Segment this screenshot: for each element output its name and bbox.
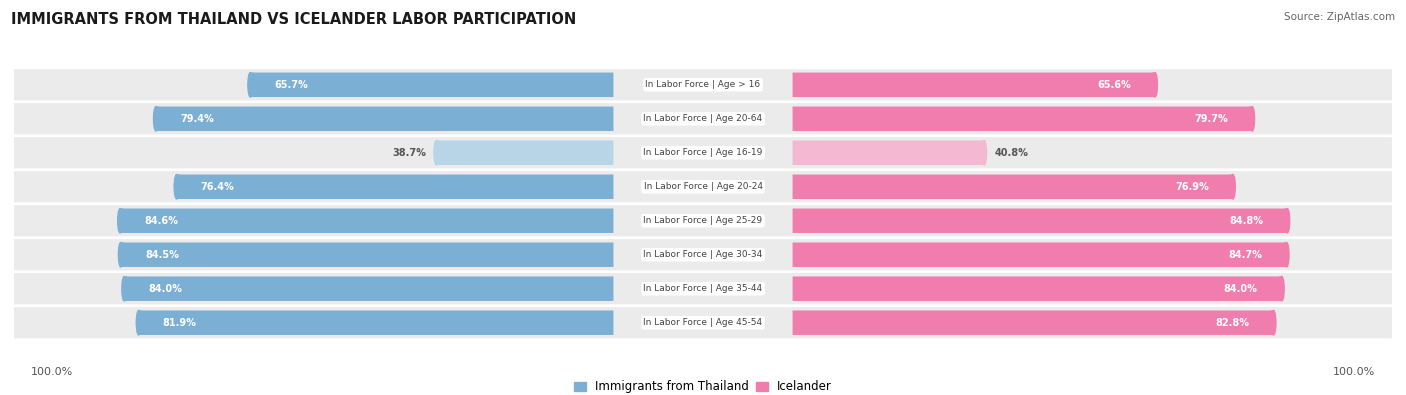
Circle shape (434, 141, 439, 165)
Text: 38.7%: 38.7% (392, 148, 426, 158)
FancyBboxPatch shape (1230, 175, 1233, 199)
Circle shape (1285, 209, 1289, 233)
Text: 84.5%: 84.5% (145, 250, 179, 260)
FancyBboxPatch shape (793, 73, 1154, 97)
FancyBboxPatch shape (121, 243, 613, 267)
Text: 84.6%: 84.6% (145, 216, 179, 226)
FancyBboxPatch shape (981, 141, 984, 165)
Text: In Labor Force | Age 20-24: In Labor Force | Age 20-24 (644, 182, 762, 191)
Legend: Immigrants from Thailand, Icelander: Immigrants from Thailand, Icelander (569, 376, 837, 395)
Text: 100.0%: 100.0% (1333, 367, 1375, 377)
FancyBboxPatch shape (14, 307, 1392, 339)
Text: 65.7%: 65.7% (274, 80, 308, 90)
Circle shape (1250, 107, 1254, 131)
Text: Source: ZipAtlas.com: Source: ZipAtlas.com (1284, 12, 1395, 22)
Text: In Labor Force | Age > 16: In Labor Force | Age > 16 (645, 80, 761, 89)
Text: 82.8%: 82.8% (1215, 318, 1250, 328)
FancyBboxPatch shape (156, 107, 159, 131)
FancyBboxPatch shape (793, 243, 1286, 267)
FancyBboxPatch shape (120, 209, 124, 233)
FancyBboxPatch shape (1284, 209, 1288, 233)
Text: 79.4%: 79.4% (180, 114, 214, 124)
FancyBboxPatch shape (120, 209, 613, 233)
FancyBboxPatch shape (121, 243, 124, 267)
FancyBboxPatch shape (14, 205, 1392, 236)
Text: 100.0%: 100.0% (31, 367, 73, 377)
Text: 65.6%: 65.6% (1097, 80, 1130, 90)
FancyBboxPatch shape (177, 175, 613, 199)
FancyBboxPatch shape (793, 276, 1282, 301)
FancyBboxPatch shape (1271, 310, 1274, 335)
Circle shape (174, 175, 179, 199)
FancyBboxPatch shape (177, 175, 180, 199)
Circle shape (118, 243, 124, 267)
FancyBboxPatch shape (793, 175, 1233, 199)
Circle shape (118, 209, 122, 233)
FancyBboxPatch shape (156, 107, 613, 131)
Text: 84.0%: 84.0% (149, 284, 183, 294)
FancyBboxPatch shape (793, 209, 1288, 233)
Text: In Labor Force | Age 30-34: In Labor Force | Age 30-34 (644, 250, 762, 259)
Circle shape (1271, 310, 1275, 335)
Text: IMMIGRANTS FROM THAILAND VS ICELANDER LABOR PARTICIPATION: IMMIGRANTS FROM THAILAND VS ICELANDER LA… (11, 12, 576, 27)
FancyBboxPatch shape (1278, 276, 1282, 301)
FancyBboxPatch shape (250, 73, 613, 97)
Circle shape (136, 310, 141, 335)
FancyBboxPatch shape (1249, 107, 1253, 131)
Circle shape (153, 107, 159, 131)
FancyBboxPatch shape (436, 141, 439, 165)
Text: 84.7%: 84.7% (1229, 250, 1263, 260)
Text: In Labor Force | Age 16-19: In Labor Force | Age 16-19 (644, 148, 762, 157)
FancyBboxPatch shape (14, 137, 1392, 168)
Text: 79.7%: 79.7% (1194, 114, 1227, 124)
FancyBboxPatch shape (1284, 243, 1286, 267)
Text: 40.8%: 40.8% (994, 148, 1028, 158)
FancyBboxPatch shape (793, 107, 1253, 131)
Circle shape (1230, 175, 1236, 199)
FancyBboxPatch shape (14, 171, 1392, 202)
FancyBboxPatch shape (14, 69, 1392, 100)
Circle shape (1279, 276, 1284, 301)
Circle shape (981, 141, 987, 165)
Circle shape (1153, 73, 1157, 97)
Text: 81.9%: 81.9% (163, 318, 197, 328)
Text: 76.9%: 76.9% (1175, 182, 1209, 192)
FancyBboxPatch shape (139, 310, 613, 335)
Circle shape (122, 276, 127, 301)
FancyBboxPatch shape (793, 310, 1274, 335)
FancyBboxPatch shape (139, 310, 142, 335)
Text: 76.4%: 76.4% (201, 182, 235, 192)
Text: In Labor Force | Age 20-64: In Labor Force | Age 20-64 (644, 114, 762, 123)
FancyBboxPatch shape (250, 73, 253, 97)
FancyBboxPatch shape (14, 239, 1392, 270)
Circle shape (247, 73, 253, 97)
FancyBboxPatch shape (14, 273, 1392, 305)
Text: 84.0%: 84.0% (1223, 284, 1257, 294)
Text: In Labor Force | Age 35-44: In Labor Force | Age 35-44 (644, 284, 762, 293)
FancyBboxPatch shape (436, 141, 613, 165)
Circle shape (1284, 243, 1289, 267)
FancyBboxPatch shape (793, 141, 984, 165)
Text: In Labor Force | Age 25-29: In Labor Force | Age 25-29 (644, 216, 762, 225)
Text: In Labor Force | Age 45-54: In Labor Force | Age 45-54 (644, 318, 762, 327)
FancyBboxPatch shape (124, 276, 613, 301)
FancyBboxPatch shape (1152, 73, 1154, 97)
Text: 84.8%: 84.8% (1229, 216, 1263, 226)
FancyBboxPatch shape (14, 103, 1392, 134)
FancyBboxPatch shape (124, 276, 128, 301)
